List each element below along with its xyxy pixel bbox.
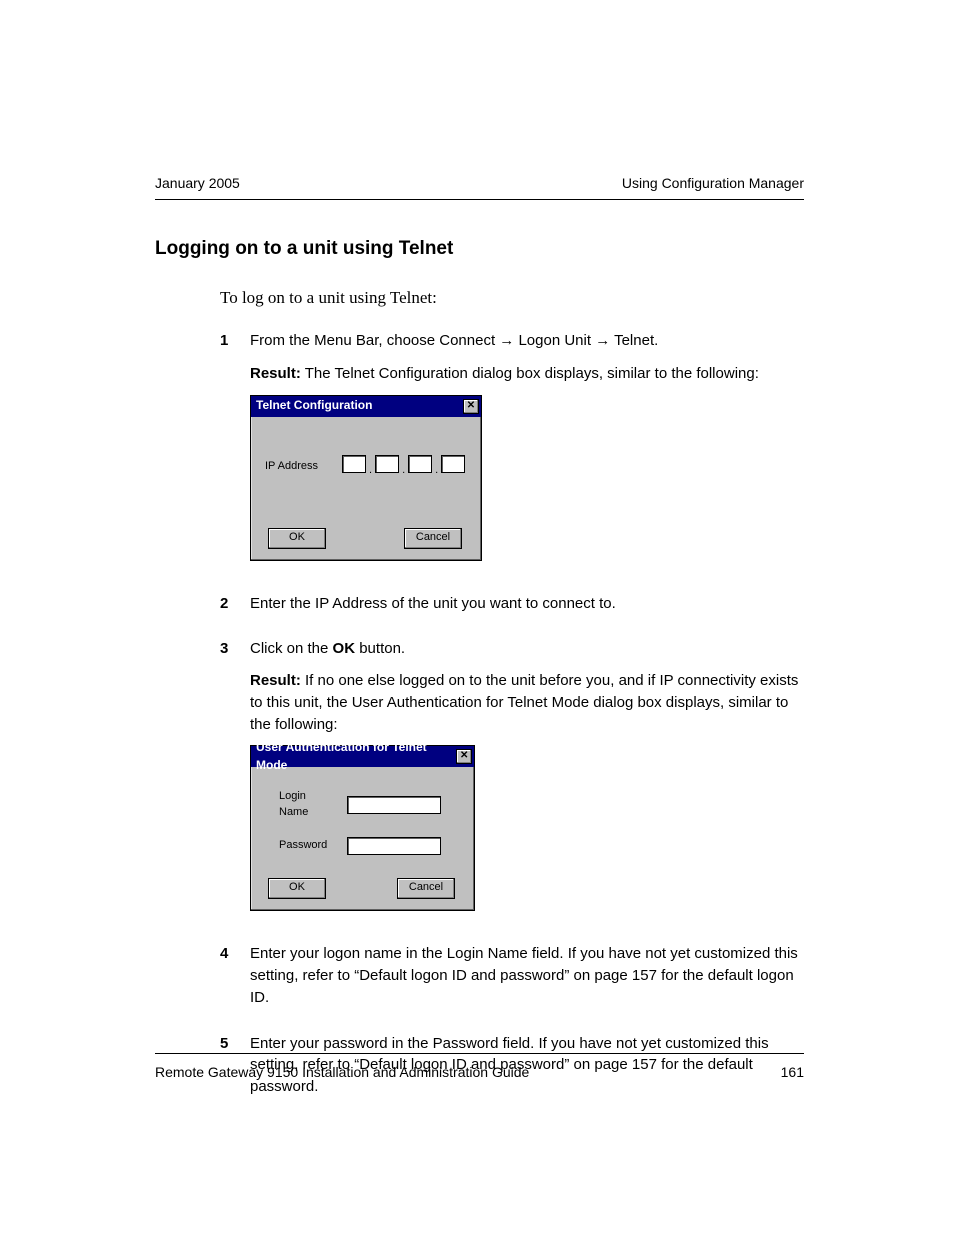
dialog-titlebar: Telnet Configuration ✕ (251, 396, 481, 417)
user-auth-dialog-figure: User Authentication for Telnet Mode ✕ Lo… (250, 745, 473, 911)
step-body: Enter your logon name in the Login Name … (250, 943, 804, 1018)
step-1: 1 From the Menu Bar, choose Connect → Lo… (220, 330, 804, 579)
arrow-icon: → (595, 333, 610, 349)
step-body: Click on the OK button. Result: If no on… (250, 638, 804, 929)
ok-button[interactable]: OK (268, 528, 326, 549)
login-name-label: Login Name (279, 789, 337, 821)
step-2-text: Enter the IP Address of the unit you wan… (250, 593, 804, 615)
ip-octet-2-input[interactable] (375, 455, 399, 473)
dialog-button-row: OK Cancel (268, 878, 455, 899)
dialog-body: IP Address . . . (251, 417, 481, 479)
step-3-instruction: Click on the OK button. (250, 638, 804, 660)
dialog-button-row: OK Cancel (268, 528, 462, 549)
password-input[interactable] (347, 837, 441, 855)
dot-separator: . (401, 463, 406, 479)
page-footer: Remote Gateway 9150 Installation and Adm… (155, 1053, 804, 1080)
dialog-title: User Authentication for Telnet Mode (256, 739, 456, 774)
section-heading: Logging on to a unit using Telnet (155, 238, 804, 260)
page-number: 161 (781, 1064, 804, 1080)
document-page: January 2005 Using Configuration Manager… (0, 0, 954, 1235)
password-label: Password (279, 838, 337, 854)
cancel-button[interactable]: Cancel (404, 528, 462, 549)
step-1-instruction: From the Menu Bar, choose Connect → Logo… (250, 330, 804, 353)
cancel-button[interactable]: Cancel (397, 878, 455, 899)
step-4-text: Enter your logon name in the Login Name … (250, 943, 804, 1008)
step-number: 2 (220, 593, 250, 625)
login-name-row: Login Name (279, 789, 456, 821)
user-auth-dialog: User Authentication for Telnet Mode ✕ Lo… (250, 745, 475, 911)
dialog-body: Login Name Password (251, 767, 474, 855)
step-body: Enter the IP Address of the unit you wan… (250, 593, 804, 625)
telnet-config-dialog: Telnet Configuration ✕ IP Address . . . (250, 395, 482, 561)
close-icon[interactable]: ✕ (463, 399, 479, 414)
step-1-result: Result: The Telnet Configuration dialog … (250, 363, 804, 385)
dot-separator: . (368, 463, 373, 479)
arrow-icon: → (499, 333, 514, 349)
footer-title: Remote Gateway 9150 Installation and Adm… (155, 1064, 529, 1080)
header-date: January 2005 (155, 175, 240, 191)
dialog-title: Telnet Configuration (256, 397, 372, 414)
dot-separator: . (434, 463, 439, 479)
login-name-input[interactable] (347, 796, 441, 814)
step-4: 4 Enter your logon name in the Login Nam… (220, 943, 804, 1018)
ip-octet-4-input[interactable] (441, 455, 465, 473)
step-number: 3 (220, 638, 250, 929)
step-3: 3 Click on the OK button. Result: If no … (220, 638, 804, 929)
ip-octet-3-input[interactable] (408, 455, 432, 473)
close-icon[interactable]: ✕ (456, 749, 472, 764)
telnet-config-dialog-figure: Telnet Configuration ✕ IP Address . . . (250, 395, 480, 561)
ip-address-label: IP Address (265, 459, 318, 475)
step-number: 1 (220, 330, 250, 579)
ip-address-input-group: . . . (342, 455, 465, 479)
step-3-result: Result: If no one else logged on to the … (250, 670, 804, 735)
step-body: From the Menu Bar, choose Connect → Logo… (250, 330, 804, 579)
ip-octet-1-input[interactable] (342, 455, 366, 473)
dialog-titlebar: User Authentication for Telnet Mode ✕ (251, 746, 474, 767)
step-2: 2 Enter the IP Address of the unit you w… (220, 593, 804, 625)
intro-text: To log on to a unit using Telnet: (220, 288, 804, 308)
password-row: Password (279, 837, 456, 855)
header-section: Using Configuration Manager (622, 175, 804, 191)
ok-button[interactable]: OK (268, 878, 326, 899)
step-number: 4 (220, 943, 250, 1018)
page-header: January 2005 Using Configuration Manager (155, 175, 804, 200)
